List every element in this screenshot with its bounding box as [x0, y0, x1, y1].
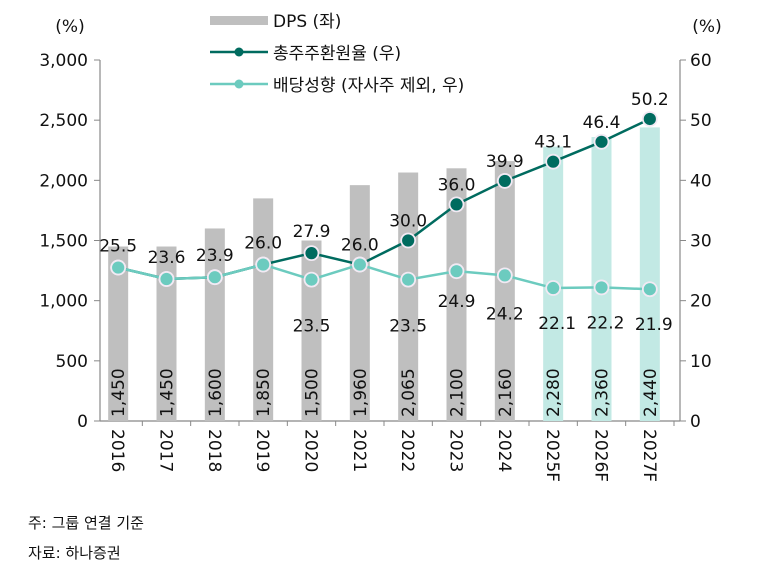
total-return-label: 26.0	[244, 234, 282, 254]
legend-payout-ratio-label: 배당성향 (자사주 제외, 우)	[273, 76, 464, 96]
chart: 0 500 1,000 1,500 2,000 2,500 3,000 0 10 20 30 40 50…	[39, 12, 721, 482]
left-tick-label: 2,000	[39, 171, 88, 191]
legend-dps-swatch	[210, 16, 268, 25]
x-tick-label: 2020	[301, 429, 321, 472]
total-return-label: 23.6	[148, 248, 186, 268]
left-tick-label: 1,500	[39, 232, 88, 252]
left-tick-label: 1,000	[39, 292, 88, 312]
right-tick-label: 40	[690, 171, 712, 191]
dps-bar	[639, 127, 660, 422]
dps-bar-label: 1,600	[206, 368, 226, 417]
x-tick-label: 2023	[446, 429, 466, 472]
total-return-label: 50.2	[631, 90, 669, 110]
total-return-label: 46.4	[583, 113, 621, 133]
payout-ratio-label: 22.1	[538, 314, 576, 334]
legend-dps-label: DPS (좌)	[273, 12, 341, 32]
dps-bar	[253, 198, 274, 421]
payout-ratio-marker	[496, 267, 513, 284]
dps-bar-label: 1,960	[351, 368, 371, 417]
total-return-marker	[593, 133, 610, 150]
legend-payout-ratio-marker	[234, 79, 244, 89]
dps-bar-label: 2,100	[448, 368, 468, 417]
payout-ratio-marker	[641, 281, 658, 298]
payout-ratio-marker	[448, 263, 465, 280]
dps-bar-label: 2,160	[496, 368, 516, 417]
dps-bar	[591, 137, 612, 421]
total-return-label: 36.0	[438, 175, 476, 195]
payout-ratio-marker	[255, 256, 272, 273]
payout-ratio-marker	[593, 279, 610, 296]
footnote: 주: 그룹 연결 기준	[28, 514, 144, 532]
total-return-label: 26.0	[341, 236, 379, 256]
total-return-marker	[496, 173, 513, 189]
payout-ratio-line	[117, 263, 650, 291]
dps-bar	[349, 185, 370, 421]
x-tick-label: 2026F	[591, 429, 611, 482]
right-tick-label: 20	[690, 292, 712, 312]
x-tick-label: 2024	[494, 429, 514, 472]
right-axis-unit: (%)	[692, 17, 721, 37]
left-axis-unit: (%)	[55, 17, 84, 37]
payout-ratio-label: 23.5	[389, 317, 427, 337]
total-return-marker	[303, 245, 320, 262]
payout-ratio-marker	[400, 271, 417, 288]
payout-ratio-marker	[206, 269, 223, 286]
dps-bar-label: 2,360	[593, 368, 613, 417]
payout-ratio-marker	[303, 271, 320, 288]
x-tick-label: 2018	[204, 429, 224, 472]
left-tick-label: 0	[77, 412, 88, 432]
total-return-label: 23.9	[196, 246, 234, 266]
left-tick-label: 3,000	[39, 51, 88, 71]
right-tick-label: 30	[690, 232, 712, 252]
payout-ratio-marker	[545, 280, 562, 296]
total-return-marker	[400, 232, 417, 249]
total-return-marker	[641, 111, 658, 127]
total-return-label: 25.5	[99, 237, 137, 257]
dps-bar-label: 1,850	[254, 368, 274, 417]
source-note: 자료: 하나증권	[28, 544, 121, 562]
total-return-label: 27.9	[293, 222, 331, 242]
dps-bar-label: 2,280	[544, 368, 564, 417]
legend-total-return-label: 총주주환원율 (우)	[273, 44, 401, 64]
total-return-label: 39.9	[486, 152, 524, 172]
x-tick-label: 2021	[349, 429, 369, 472]
dps-bar-label: 2,065	[399, 368, 419, 417]
dps-bar-label: 2,440	[641, 368, 661, 417]
total-return-marker	[545, 153, 562, 170]
legend-total-return-marker	[234, 47, 244, 57]
payout-ratio-marker	[110, 259, 127, 276]
x-tick-label: 2022	[397, 429, 417, 472]
payout-ratio-label: 23.5	[293, 317, 331, 337]
right-tick-label: 10	[690, 352, 712, 372]
right-tick-label: 0	[690, 412, 701, 432]
dps-bar-label: 1,450	[158, 368, 178, 417]
dps-bar	[494, 161, 515, 421]
payout-ratio-label: 24.9	[438, 292, 476, 312]
dps-bar	[108, 246, 129, 421]
x-tick-label: 2019	[252, 429, 272, 472]
dps-bar	[446, 168, 467, 421]
payout-ratio-label: 24.2	[486, 304, 524, 324]
total-return-label: 30.0	[389, 212, 427, 232]
payout-ratio-marker	[351, 256, 368, 273]
payout-ratio-label: 22.2	[587, 313, 625, 333]
left-tick-label: 500	[56, 352, 88, 372]
dps-bar	[156, 246, 177, 421]
x-tick-label: 2016	[107, 429, 127, 472]
payout-ratio-label: 21.9	[635, 315, 673, 335]
right-tick-label: 50	[690, 111, 712, 131]
right-tick-label: 60	[690, 51, 712, 71]
dps-bar-label: 1,450	[109, 368, 129, 417]
payout-ratio-marker	[158, 271, 175, 287]
x-tick-label: 2027F	[639, 429, 659, 482]
dps-bar-label: 1,500	[303, 368, 323, 417]
x-tick-label: 2025F	[542, 429, 562, 482]
x-tick-label: 2017	[156, 429, 176, 472]
left-tick-label: 2,500	[39, 111, 88, 131]
total-return-marker	[448, 196, 465, 213]
total-return-label: 43.1	[534, 133, 572, 153]
